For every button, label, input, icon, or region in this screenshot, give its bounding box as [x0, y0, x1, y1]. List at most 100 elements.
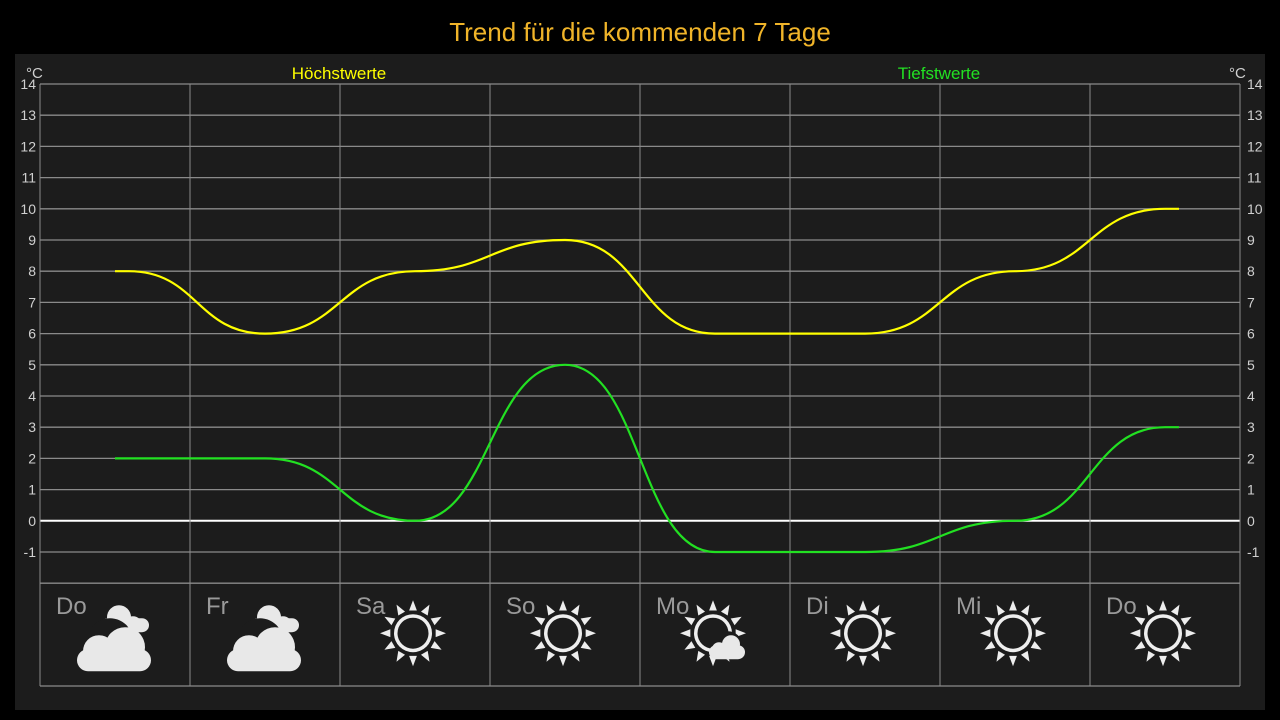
- sun-ray: [1170, 650, 1180, 662]
- sun-inner: [847, 617, 879, 649]
- sun-ray: [730, 616, 742, 626]
- sun-ray: [546, 604, 556, 616]
- y-tick-label-left: 0: [28, 513, 36, 529]
- sun-partly-cloudy-icon: [680, 600, 746, 667]
- page-title: Trend für die kommenden 7 Tage: [15, 10, 1265, 54]
- day-label: Mo: [656, 593, 689, 620]
- y-tick-label-left: 9: [28, 232, 36, 248]
- sun-ray: [720, 604, 730, 616]
- sun-ray: [409, 600, 417, 611]
- sun-ray: [1030, 616, 1042, 626]
- y-tick-label-left: 10: [20, 201, 36, 217]
- sun-ray: [420, 650, 430, 662]
- sun-ray: [384, 641, 396, 650]
- y-tick-label-left: 13: [20, 107, 36, 123]
- sun-ray: [880, 616, 892, 626]
- y-tick-label-right: 0: [1247, 513, 1255, 529]
- sun-ray: [980, 629, 991, 638]
- sun-ray: [1020, 604, 1030, 616]
- sun-ray: [430, 616, 442, 626]
- sun-ray: [1020, 650, 1030, 662]
- cloud-puff: [255, 627, 295, 668]
- sun-ray: [1030, 641, 1042, 650]
- y-tick-label-right: -1: [1247, 544, 1260, 560]
- unit-label-left: °C: [26, 65, 43, 82]
- sun-ray: [1134, 616, 1146, 626]
- sun-ray: [735, 629, 746, 638]
- sun-ray: [680, 629, 691, 638]
- sun-ray: [834, 641, 846, 650]
- y-tick-label-left: 1: [28, 482, 36, 498]
- sun-ray: [580, 641, 592, 650]
- sun-ray: [846, 604, 856, 616]
- y-tick-label-right: 6: [1247, 326, 1255, 342]
- sun-icon: [830, 600, 896, 667]
- cloudy-icon: [77, 605, 151, 672]
- y-tick-label-right: 3: [1247, 419, 1255, 435]
- y-tick-label-right: 1: [1247, 482, 1255, 498]
- sun-inner: [397, 617, 429, 649]
- sun-ray: [885, 629, 896, 638]
- sun-ray: [870, 604, 880, 616]
- sun-ray: [570, 650, 580, 662]
- sun-icon: [530, 600, 596, 667]
- sun-ray: [530, 629, 541, 638]
- sun-ray: [534, 641, 546, 650]
- sun-ray: [1035, 629, 1046, 638]
- sun-ray: [559, 655, 567, 667]
- y-tick-label-left: 5: [28, 357, 36, 373]
- sun-ray: [684, 641, 696, 650]
- sun-inner: [1147, 617, 1179, 649]
- sun-ray: [859, 600, 867, 611]
- sun-ray: [1009, 655, 1017, 667]
- sun-ray: [409, 655, 417, 667]
- day-label: Do: [56, 593, 87, 620]
- legend-high: Höchstwerte: [292, 64, 386, 83]
- sun-ray: [570, 604, 580, 616]
- cloud-puff: [722, 635, 740, 654]
- sun-icon: [1130, 600, 1196, 667]
- y-tick-label-right: 9: [1247, 232, 1255, 248]
- y-tick-label-left: 3: [28, 419, 36, 435]
- sun-ray: [684, 616, 696, 626]
- sun-ray: [834, 616, 846, 626]
- sun-icon: [980, 600, 1046, 667]
- day-label: Do: [1106, 593, 1137, 620]
- sun-ray: [996, 604, 1006, 616]
- day-label: Mi: [956, 593, 981, 620]
- y-tick-label-left: 2: [28, 450, 36, 466]
- sun-ray: [1134, 641, 1146, 650]
- sun-ray: [1180, 641, 1192, 650]
- y-tick-label-right: 14: [1247, 76, 1263, 92]
- sun-ray: [1146, 650, 1156, 662]
- sun-ray: [1009, 600, 1017, 611]
- sun-ray: [696, 650, 706, 662]
- sun-ray: [1185, 629, 1196, 638]
- y-tick-label-right: 2: [1247, 450, 1255, 466]
- y-tick-label-right: 4: [1247, 388, 1255, 404]
- cloud-puff: [712, 642, 726, 657]
- sun-ray: [1170, 604, 1180, 616]
- sun-ray: [984, 616, 996, 626]
- series-line-low: [115, 363, 1179, 554]
- y-tick-label-right: 13: [1247, 107, 1263, 123]
- cloud-puff: [105, 627, 145, 668]
- sun-ray: [1159, 600, 1167, 611]
- sun-ray: [435, 629, 446, 638]
- y-tick-label-left: 12: [20, 138, 36, 154]
- cloud-front: [227, 627, 301, 672]
- series-line-high: [115, 207, 1179, 335]
- sun-inner: [997, 617, 1029, 649]
- sun-ray: [384, 616, 396, 626]
- sun-ray: [546, 650, 556, 662]
- sun-ray: [580, 616, 592, 626]
- sun-ray: [870, 650, 880, 662]
- sun-ray: [830, 629, 841, 638]
- sun-ray: [559, 600, 567, 611]
- y-tick-label-right: 11: [1247, 170, 1262, 186]
- y-tick-label-left: 4: [28, 388, 36, 404]
- sun-ray: [430, 641, 442, 650]
- day-label: Fr: [206, 593, 229, 620]
- unit-label-right: °C: [1229, 65, 1246, 82]
